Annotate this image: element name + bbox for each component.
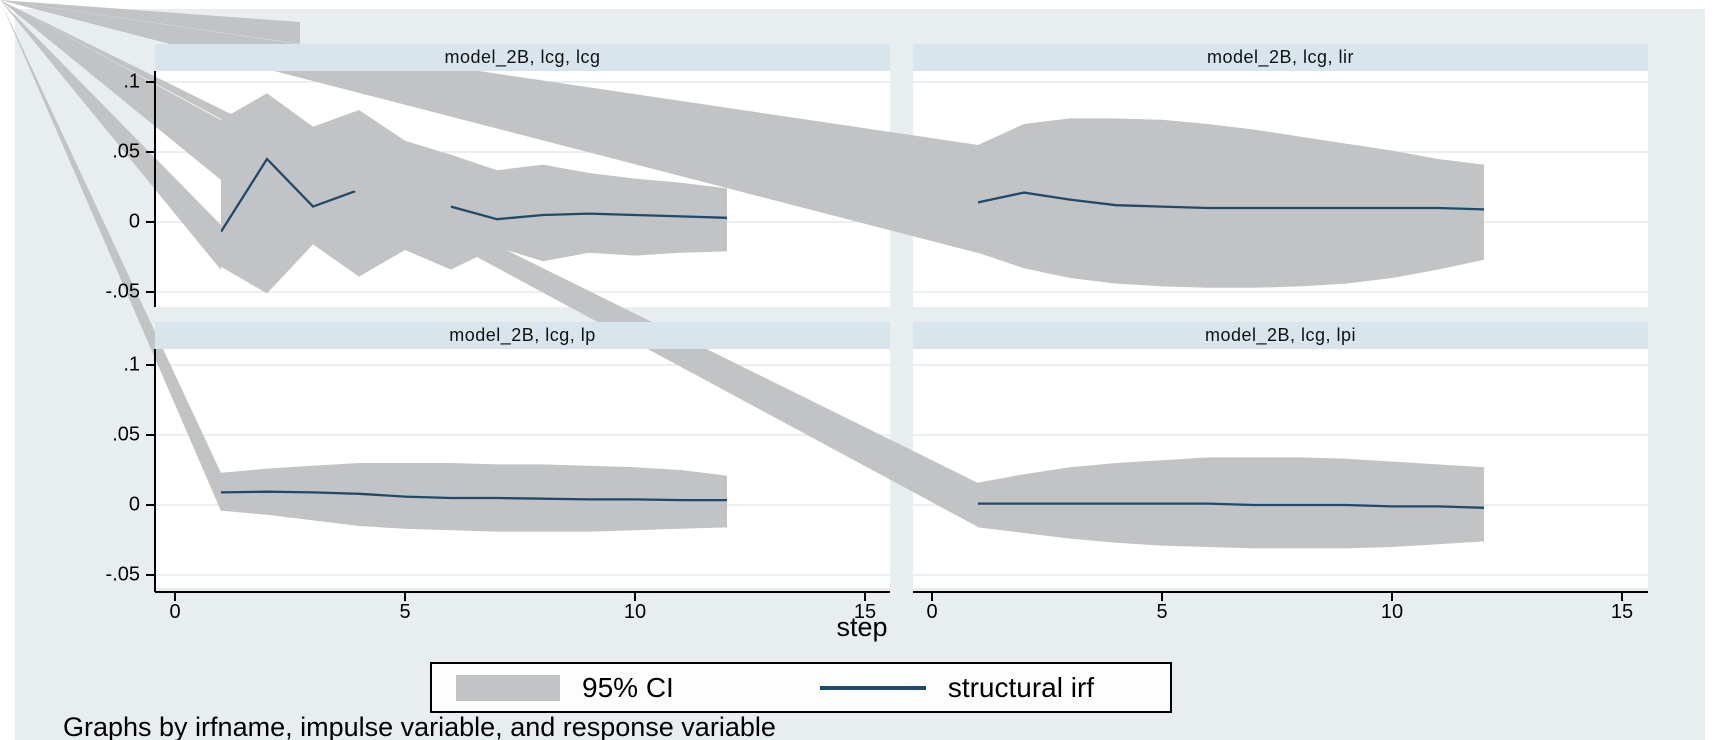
render-glitch-wedge <box>0 0 221 180</box>
y-tick-label: 0 <box>128 210 140 233</box>
panel-title-text: model_2B, lcg, lpi <box>1204 325 1357 345</box>
x-tick-label: 5 <box>1156 601 1168 623</box>
x-tick-label: 5 <box>399 601 411 623</box>
panel-title-lcg-lcg: model_2B, lcg, lcg <box>155 44 890 71</box>
y-tick-label: .1 <box>123 353 140 376</box>
x-tick-label: 15 <box>853 601 877 623</box>
render-glitch-wedge <box>0 0 221 511</box>
irf-legend-label: structural irf <box>947 671 1095 703</box>
render-glitch-wedge <box>0 0 221 270</box>
y-tick-label: -.05 <box>105 280 140 303</box>
irf-line-sample <box>819 685 926 690</box>
y-tick-label: .05 <box>112 140 140 163</box>
panel-title-lcg-lpi: model_2B, lcg, lpi <box>913 322 1648 349</box>
graph-caption: Graphs by irfname, impulse variable, and… <box>63 712 776 740</box>
panel-title-text: model_2B, lcg, lir <box>1206 47 1355 67</box>
x-tick-label: 15 <box>1610 601 1634 623</box>
y-tick-label: -.05 <box>105 563 140 586</box>
render-glitch-wedge <box>0 0 300 44</box>
x-axis-title: step <box>836 612 888 642</box>
y-tick-label: 0 <box>128 493 140 516</box>
panel-title-lcg-lir: model_2B, lcg, lir <box>913 44 1648 71</box>
x-tick-label: 10 <box>1380 601 1404 623</box>
y-tick-label: .05 <box>112 423 140 446</box>
x-tick-label: 0 <box>926 601 938 623</box>
x-tick-label: 0 <box>169 601 181 623</box>
panel-title-text: model_2B, lcg, lcg <box>444 47 601 67</box>
y-tick-label: .1 <box>123 70 140 93</box>
render-glitch-wedge <box>0 0 978 527</box>
ci-swatch <box>456 674 560 701</box>
x-tick-label: 10 <box>623 601 647 623</box>
panel-title-text: model_2B, lcg, lp <box>449 325 596 345</box>
panel-title-lcg-lp: model_2B, lcg, lp <box>155 322 890 349</box>
ci-legend-label: 95% CI <box>582 671 674 703</box>
legend: 95% CI structural irf <box>430 662 1172 713</box>
